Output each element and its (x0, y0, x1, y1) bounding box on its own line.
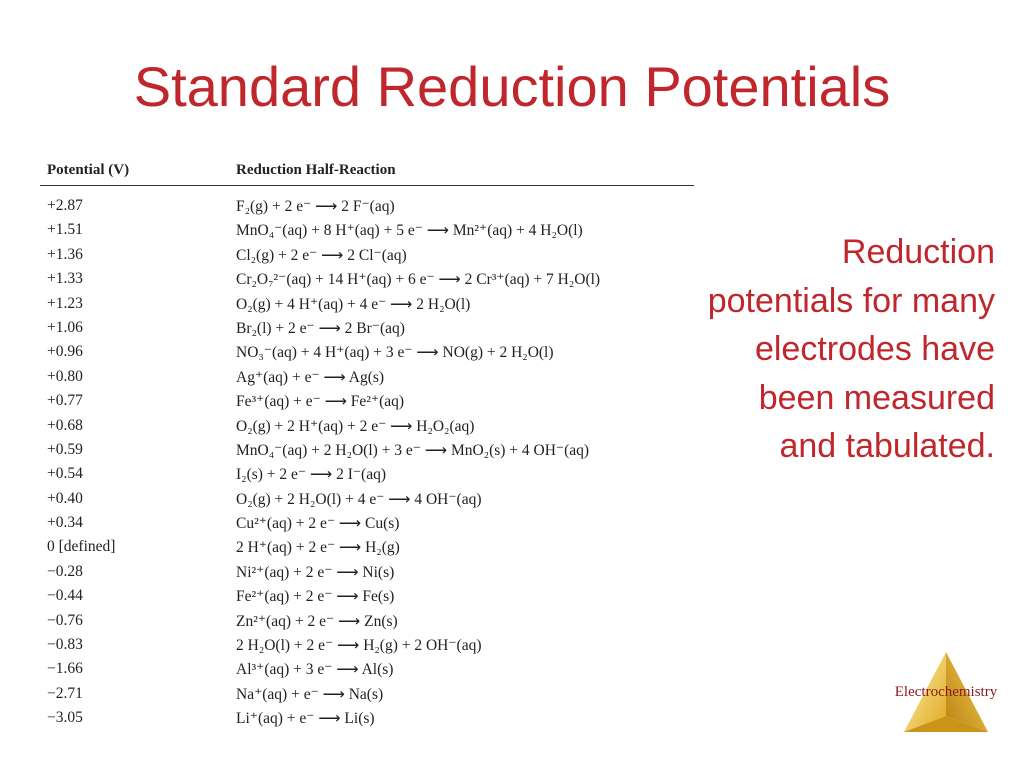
potential-value: +0.80 (47, 367, 83, 385)
potential-value: −0.83 (47, 636, 83, 654)
potential-value: −0.28 (47, 562, 83, 580)
potential-value: +1.33 (47, 270, 83, 288)
table-row: +1.36 Cl₂(g) + 2 e⁻ ⟶ 2 Cl⁻(aq) (40, 244, 694, 268)
potential-value: +1.36 (47, 245, 83, 263)
table-header: Potential (V) Reduction Half-Reaction (40, 160, 694, 186)
potential-value: +2.87 (47, 197, 83, 214)
table-row: +0.34 Cu²⁺(aq) + 2 e⁻ ⟶ Cu(s) (40, 512, 694, 536)
potential-value: +0.59 (47, 440, 83, 458)
potential-value: +0.68 (47, 416, 83, 434)
half-reaction: Cu²⁺(aq) + 2 e⁻ ⟶ Cu(s) (236, 515, 400, 533)
reduction-potentials-table: Potential (V) Reduction Half-Reaction +2… (40, 160, 694, 732)
potential-value: +0.40 (47, 489, 83, 507)
potential-value: +0.96 (47, 343, 83, 361)
half-reaction: Na⁺(aq) + e⁻ ⟶ Na(s) (236, 685, 384, 703)
potential-value: +0.54 (47, 465, 83, 483)
potential-value: +0.77 (47, 392, 83, 410)
half-reaction: O₂(g) + 2 H⁺(aq) + 2 e⁻ ⟶ H₂O₂(aq) (236, 417, 475, 435)
half-reaction: O₂(g) + 2 H₂O(l) + 4 e⁻ ⟶ 4 OH⁻(aq) (236, 490, 482, 508)
potential-value: 0 [defined] (47, 538, 116, 556)
table-row: +0.68 O₂(g) + 2 H⁺(aq) + 2 e⁻ ⟶ H₂O₂(aq) (40, 415, 694, 439)
potential-value: −0.76 (47, 611, 83, 629)
half-reaction: O₂(g) + 4 H⁺(aq) + 4 e⁻ ⟶ 2 H₂O(l) (236, 295, 471, 313)
header-reaction: Reduction Half-Reaction (236, 162, 396, 178)
table-row: +0.54 I₂(s) + 2 e⁻ ⟶ 2 I⁻(aq) (40, 463, 694, 487)
half-reaction: Cr₂O₇²⁻(aq) + 14 H⁺(aq) + 6 e⁻ ⟶ 2 Cr³⁺(… (236, 271, 601, 289)
table-row: −0.83 2 H₂O(l) + 2 e⁻ ⟶ H₂(g) + 2 OH⁻(aq) (40, 634, 694, 658)
table-row: 0 [defined] 2 H⁺(aq) + 2 e⁻ ⟶ H₂(g) (40, 536, 694, 560)
half-reaction: Fe²⁺(aq) + 2 e⁻ ⟶ Fe(s) (236, 588, 395, 606)
potential-value: −3.05 (47, 709, 83, 727)
half-reaction: Zn²⁺(aq) + 2 e⁻ ⟶ Zn(s) (236, 612, 398, 630)
table-row: +0.59 MnO₄⁻(aq) + 2 H₂O(l) + 3 e⁻ ⟶ MnO₂(… (40, 439, 694, 463)
table-row: +2.87 F₂(g) + 2 e⁻ ⟶ 2 F⁻(aq) (40, 195, 694, 219)
table-body: +2.87 F₂(g) + 2 e⁻ ⟶ 2 F⁻(aq) +1.51 MnO₄⁻(a… (40, 195, 694, 732)
half-reaction: NO₃⁻(aq) + 4 H⁺(aq) + 3 e⁻ ⟶ NO(g) + 2 H… (236, 344, 554, 362)
table-row: +0.96 NO₃⁻(aq) + 4 H⁺(aq) + 3 e⁻ ⟶ NO(g) … (40, 341, 694, 365)
potential-value: −2.71 (47, 684, 83, 702)
potential-value: +0.34 (47, 514, 83, 532)
half-reaction: Li⁺(aq) + e⁻ ⟶ Li(s) (236, 710, 375, 728)
half-reaction: 2 H⁺(aq) + 2 e⁻ ⟶ H₂(g) (236, 539, 400, 557)
half-reaction: I₂(s) + 2 e⁻ ⟶ 2 I⁻(aq) (236, 466, 386, 484)
header-potential: Potential (V) (47, 162, 130, 178)
half-reaction: Fe³⁺(aq) + e⁻ ⟶ Fe²⁺(aq) (236, 393, 405, 411)
table-row: −0.76 Zn²⁺(aq) + 2 e⁻ ⟶ Zn(s) (40, 610, 694, 634)
table-row: +0.40 O₂(g) + 2 H₂O(l) + 4 e⁻ ⟶ 4 OH⁻(aq) (40, 488, 694, 512)
table-row: +1.06 Br₂(l) + 2 e⁻ ⟶ 2 Br⁻(aq) (40, 317, 694, 341)
half-reaction: MnO₄⁻(aq) + 2 H₂O(l) + 3 e⁻ ⟶ MnO₂(s) + … (236, 441, 590, 459)
half-reaction: MnO₄⁻(aq) + 8 H⁺(aq) + 5 e⁻ ⟶ Mn²⁺(aq) +… (236, 222, 583, 240)
half-reaction: F₂(g) + 2 e⁻ ⟶ 2 F⁻(aq) (236, 198, 395, 215)
half-reaction: 2 H₂O(l) + 2 e⁻ ⟶ H₂(g) + 2 OH⁻(aq) (236, 637, 482, 655)
table-row: −2.71 Na⁺(aq) + e⁻ ⟶ Na(s) (40, 683, 694, 707)
electrochemistry-logo: Electrochemistry (876, 650, 1016, 734)
logo-label: Electrochemistry (894, 684, 998, 700)
side-note: Reduction potentials for many electrodes… (707, 233, 995, 465)
half-reaction: Al³⁺(aq) + 3 e⁻ ⟶ Al(s) (236, 661, 394, 679)
table-row: +0.77 Fe³⁺(aq) + e⁻ ⟶ Fe²⁺(aq) (40, 390, 694, 414)
table-row: −0.28 Ni²⁺(aq) + 2 e⁻ ⟶ Ni(s) (40, 561, 694, 585)
table-row: −1.66 Al³⁺(aq) + 3 e⁻ ⟶ Al(s) (40, 658, 694, 682)
slide-title: Standard Reduction Potentials (133, 55, 891, 118)
table-row: +1.33 Cr₂O₇²⁻(aq) + 14 H⁺(aq) + 6 e⁻ ⟶ 2 … (40, 268, 694, 292)
table-row: +1.51 MnO₄⁻(aq) + 8 H⁺(aq) + 5 e⁻ ⟶ Mn²⁺(… (40, 219, 694, 243)
potential-value: +1.23 (47, 294, 83, 312)
potential-value: +1.51 (47, 221, 83, 239)
triangle-pyramid-icon (904, 652, 988, 732)
half-reaction: Ag⁺(aq) + e⁻ ⟶ Ag(s) (236, 368, 385, 386)
potential-value: −0.44 (47, 587, 83, 605)
half-reaction: Ni²⁺(aq) + 2 e⁻ ⟶ Ni(s) (236, 563, 395, 581)
table-row: +1.23 O₂(g) + 4 H⁺(aq) + 4 e⁻ ⟶ 2 H₂O(l) (40, 293, 694, 317)
half-reaction: Br₂(l) + 2 e⁻ ⟶ 2 Br⁻(aq) (236, 319, 405, 337)
table-row: +0.80 Ag⁺(aq) + e⁻ ⟶ Ag(s) (40, 366, 694, 390)
table-row: −0.44 Fe²⁺(aq) + 2 e⁻ ⟶ Fe(s) (40, 585, 694, 609)
table-row: −3.05 Li⁺(aq) + e⁻ ⟶ Li(s) (40, 707, 694, 731)
half-reaction: Cl₂(g) + 2 e⁻ ⟶ 2 Cl⁻(aq) (236, 246, 407, 264)
potential-value: −1.66 (47, 660, 83, 678)
potential-value: +1.06 (47, 318, 83, 336)
